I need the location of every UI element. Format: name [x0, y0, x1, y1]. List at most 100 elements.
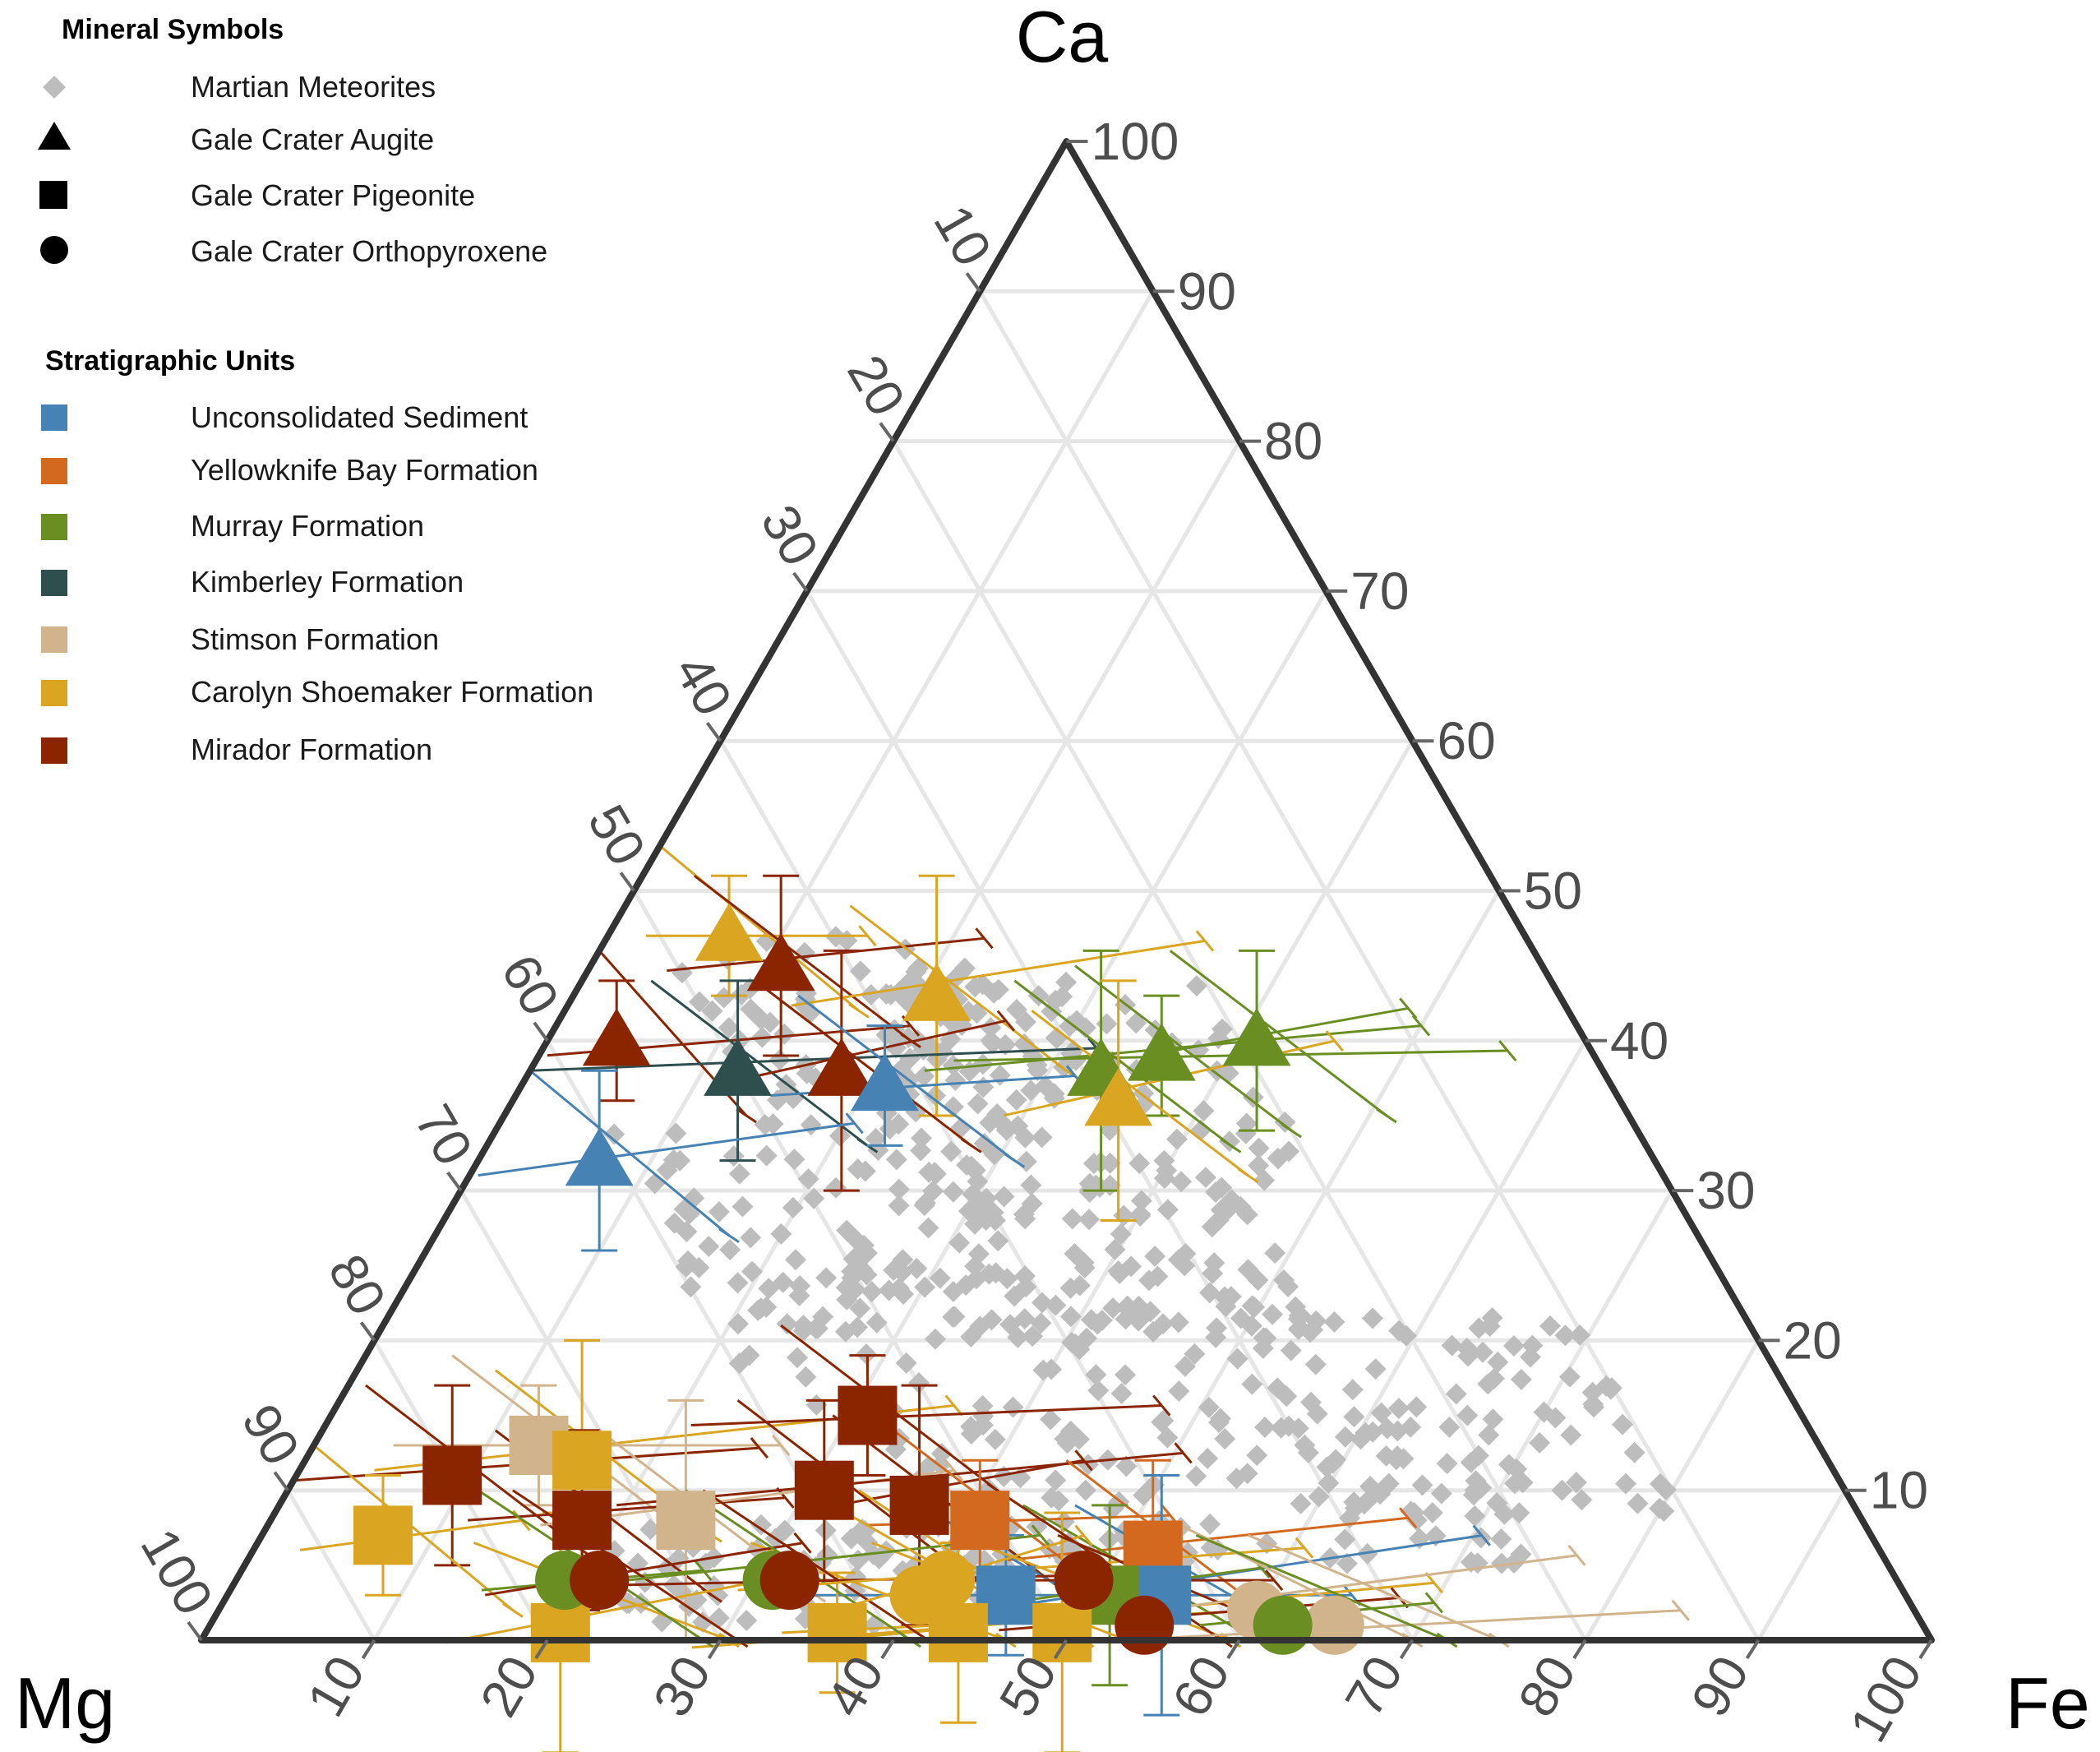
meteorite-point: [1194, 1167, 1216, 1189]
meteorite-point: [1280, 1339, 1302, 1361]
tick-label-mg: 20: [836, 345, 916, 426]
tick-mark: [533, 1021, 549, 1042]
meteorite-point: [940, 1140, 962, 1163]
meteorite-point: [1185, 1465, 1207, 1487]
augite-point: [746, 933, 815, 992]
meteorite-point: [698, 1235, 720, 1257]
meteorite-point: [795, 1366, 817, 1388]
error-bar: [445, 1576, 778, 1644]
error-bar: [512, 1489, 739, 1642]
meteorite-point: [1240, 1315, 1262, 1337]
meteorite-point: [688, 1256, 710, 1278]
meteorite-point: [1014, 1010, 1036, 1033]
meteorite-point: [1472, 1341, 1494, 1363]
meteorite-point: [1387, 1398, 1410, 1420]
meteorite-point: [972, 1405, 995, 1427]
augite-point: [704, 1038, 772, 1096]
meteorite-point: [663, 1212, 685, 1234]
meteorite-point: [981, 1033, 1004, 1055]
meteorite-point: [738, 1344, 760, 1366]
meteorite-point: [1156, 1426, 1179, 1449]
meteorite-point: [989, 1064, 1011, 1086]
meteorite-point: [675, 1255, 697, 1278]
meteorite-point: [1297, 1442, 1319, 1464]
tick-label-mg: 10: [923, 196, 1004, 276]
meteorite-point: [806, 1317, 828, 1339]
meteorite-point: [979, 1112, 1001, 1134]
tick-mark: [1572, 1639, 1587, 1660]
error-bar-cap: [996, 1010, 1015, 1032]
meteorite-point: [1498, 1454, 1520, 1476]
legend-title-units: Stratigraphic Units: [45, 345, 295, 377]
meteorite-point: [1343, 1406, 1365, 1428]
apex-label-ca: Ca: [1016, 0, 1109, 77]
meteorite-point: [797, 1167, 819, 1190]
meteorite-point: [741, 1260, 764, 1283]
meteorite-point: [1059, 1277, 1082, 1299]
augite-point: [1222, 1008, 1291, 1066]
meteorite-point: [885, 1149, 907, 1171]
meteorite-point: [1205, 1181, 1227, 1204]
meteorite-point: [755, 1296, 778, 1318]
meteorite-point: [1237, 1259, 1259, 1281]
meteorite-point: [1565, 1472, 1587, 1494]
meteorite-point: [1370, 1402, 1392, 1424]
error-bar: [529, 1047, 1097, 1072]
legend-swatch-mirador: [41, 737, 67, 764]
legend-item-mirador: Mirador Formation: [191, 733, 432, 766]
tick-mark: [1226, 1639, 1241, 1660]
meteorite-point: [1198, 1396, 1220, 1418]
meteorite-point: [708, 1201, 730, 1223]
meteorite-point: [603, 1123, 625, 1145]
error-bar: [690, 1404, 1162, 1427]
meteorite-point: [1074, 1017, 1096, 1039]
meteorite-point: [905, 960, 927, 982]
error-bar-cap: [1424, 1592, 1443, 1614]
meteorite-point: [1002, 1396, 1024, 1418]
meteorite-point: [962, 1183, 984, 1205]
error-bar-cap: [944, 1459, 963, 1482]
augite-point: [851, 1052, 919, 1112]
error-bar: [658, 844, 860, 1012]
error-bar-cap: [1472, 1524, 1491, 1546]
apex-label-mg: Mg: [15, 1662, 115, 1744]
meteorite-point: [680, 1276, 702, 1298]
meteorite-point: [1456, 1404, 1479, 1426]
meteorite-point: [1059, 1420, 1082, 1442]
legend-swatch-stimson: [41, 626, 67, 653]
meteorite-point: [1174, 1355, 1196, 1377]
pigeonite-point: [1032, 1602, 1092, 1662]
meteorite-point: [1560, 1424, 1582, 1446]
grid-line: [1756, 1489, 1847, 1642]
tick-mark: [446, 1171, 463, 1192]
meteorite-point: [1436, 1453, 1458, 1475]
meteorite-point: [942, 1096, 964, 1118]
meteorite-point: [1193, 1100, 1215, 1122]
meteorite-point: [1013, 1308, 1036, 1330]
meteorite-point: [1344, 1497, 1366, 1519]
meteorite-point: [1230, 1195, 1252, 1218]
tick-label-mg: 60: [490, 945, 570, 1025]
orthopyroxene-point: [1054, 1551, 1114, 1611]
meteorite-point: [1627, 1492, 1649, 1514]
tick-mark: [361, 1639, 376, 1660]
meteorite-point: [1554, 1324, 1576, 1347]
meteorite-point: [1209, 1408, 1231, 1430]
meteorite-point: [1520, 1346, 1542, 1368]
legend-item-kimberley: Kimberley Formation: [191, 565, 464, 599]
grid-line: [286, 1489, 376, 1642]
meteorite-point: [911, 1127, 933, 1149]
error-bar: [478, 1121, 855, 1177]
tick-mark: [534, 1639, 549, 1660]
error-bar: [754, 979, 972, 1147]
error-bar-cap: [1264, 1569, 1284, 1592]
meteorite-point: [1207, 1209, 1230, 1232]
tick-mark: [273, 1471, 289, 1491]
meteorite-point: [1235, 1112, 1258, 1135]
meteorite-point: [1078, 1209, 1101, 1231]
meteorite-point: [1115, 1364, 1137, 1386]
meteorite-point: [1061, 1332, 1083, 1354]
tick-label-mg: 50: [577, 795, 658, 876]
meteorite-point: [1290, 1492, 1312, 1514]
tick-label-mg: 100: [129, 1519, 224, 1625]
